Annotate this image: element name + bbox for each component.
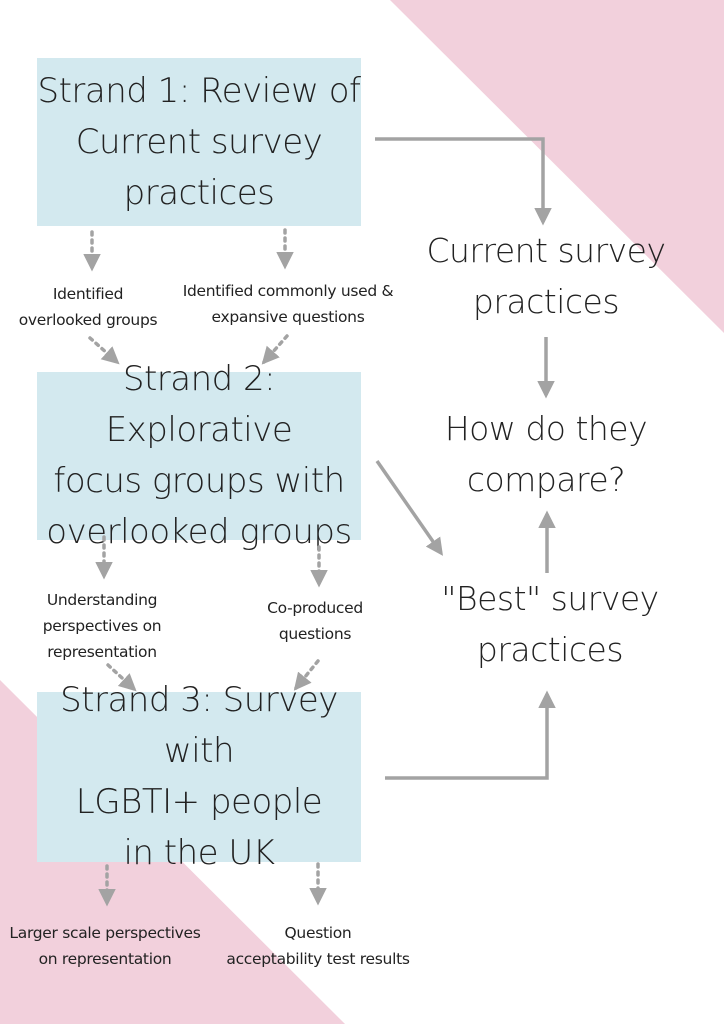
strand-3-label: Strand 3: Survey with LGBTI+ people in t…: [60, 680, 338, 873]
dotted-arrow-s2-right-to-s3: [293, 659, 320, 691]
pink-triangle-top-right: [390, 0, 724, 333]
strand-2-label: Strand 2: Explorative focus groups with …: [46, 359, 352, 552]
strand-1-box: Strand 1: Review of Current survey pract…: [37, 58, 361, 226]
annotation-overlooked-groups: Identified overlooked groups: [18, 285, 158, 329]
annotation-understanding-perspectives: Understanding perspectives on representa…: [42, 591, 162, 661]
arrow-strand1-to-current: [375, 137, 552, 226]
annotation-co-produced-questions: Co-produced questions: [267, 599, 363, 643]
best-practices-label: "Best" survey practices: [441, 579, 659, 669]
dotted-arrow-s1-right-to-s2: [261, 334, 289, 365]
current-practices-label: Current survey practices: [426, 231, 666, 321]
annotation-larger-scale-perspectives: Larger scale perspectives on representat…: [9, 924, 201, 968]
annotation-common-questions: Identified commonly used & expansive que…: [182, 282, 394, 326]
strand-2-box: Strand 2: Explorative focus groups with …: [37, 359, 361, 552]
compare-label: How do they compare?: [444, 409, 648, 499]
arrow-strand2-to-best: [375, 460, 443, 556]
strand-3-box: Strand 3: Survey with LGBTI+ people in t…: [37, 680, 361, 873]
arrow-strand3-to-best: [385, 690, 556, 780]
dotted-arrow-s2-left-to-s3: [106, 663, 137, 692]
annotation-acceptability-results: Question acceptability test results: [226, 924, 410, 968]
dotted-arrow-s1-left-to-s2: [88, 336, 120, 365]
strand-1-label: Strand 1: Review of Current survey pract…: [37, 70, 361, 213]
